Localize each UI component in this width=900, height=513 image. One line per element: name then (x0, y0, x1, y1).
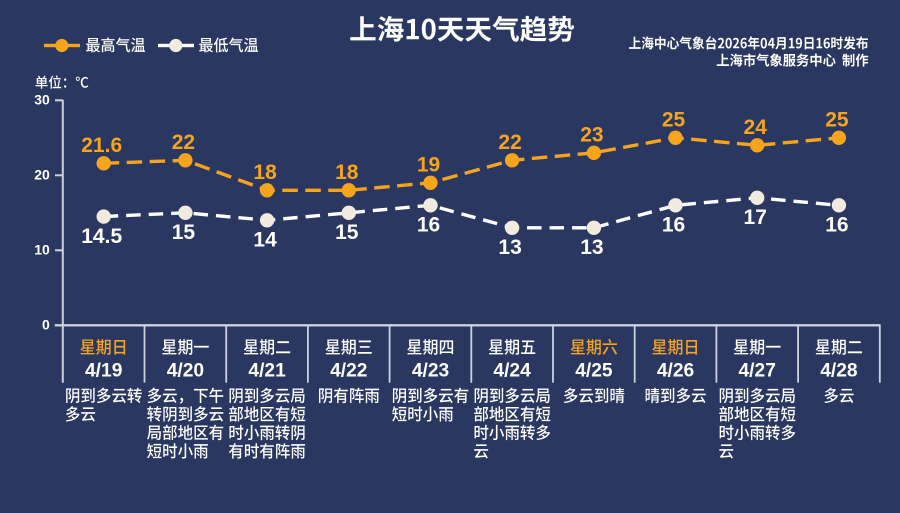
svg-text:14: 14 (253, 229, 277, 252)
svg-text:4/24: 4/24 (493, 361, 531, 382)
svg-text:16: 16 (662, 214, 685, 237)
svg-text:23: 23 (580, 123, 603, 146)
svg-text:24: 24 (744, 116, 768, 139)
svg-text:4/28: 4/28 (820, 361, 858, 382)
svg-text:17: 17 (744, 206, 767, 229)
svg-text:14.5: 14.5 (81, 225, 122, 248)
svg-text:22: 22 (172, 131, 195, 154)
svg-text:4/19: 4/19 (85, 361, 122, 382)
svg-text:4/26: 4/26 (657, 361, 694, 382)
svg-text:20: 20 (34, 167, 50, 183)
svg-text:30: 30 (34, 92, 50, 108)
svg-text:10: 10 (34, 242, 50, 258)
svg-text:25: 25 (662, 108, 686, 131)
svg-text:21.6: 21.6 (81, 134, 122, 157)
svg-text:16: 16 (417, 214, 440, 237)
svg-text:15: 15 (335, 221, 359, 244)
svg-text:4/23: 4/23 (412, 361, 449, 382)
svg-text:4/20: 4/20 (167, 361, 204, 382)
svg-text:13: 13 (580, 236, 603, 259)
svg-text:15: 15 (172, 221, 196, 244)
svg-text:25: 25 (825, 108, 849, 131)
svg-text:4/25: 4/25 (575, 361, 613, 382)
svg-text:0: 0 (42, 317, 50, 333)
svg-text:16: 16 (825, 214, 848, 237)
svg-text:13: 13 (498, 236, 521, 259)
svg-text:19: 19 (417, 153, 440, 176)
svg-text:22: 22 (498, 131, 521, 154)
svg-text:18: 18 (335, 161, 359, 184)
svg-text:4/22: 4/22 (330, 361, 367, 382)
svg-text:4/21: 4/21 (248, 361, 286, 382)
svg-text:4/27: 4/27 (739, 361, 776, 382)
svg-text:18: 18 (253, 161, 277, 184)
